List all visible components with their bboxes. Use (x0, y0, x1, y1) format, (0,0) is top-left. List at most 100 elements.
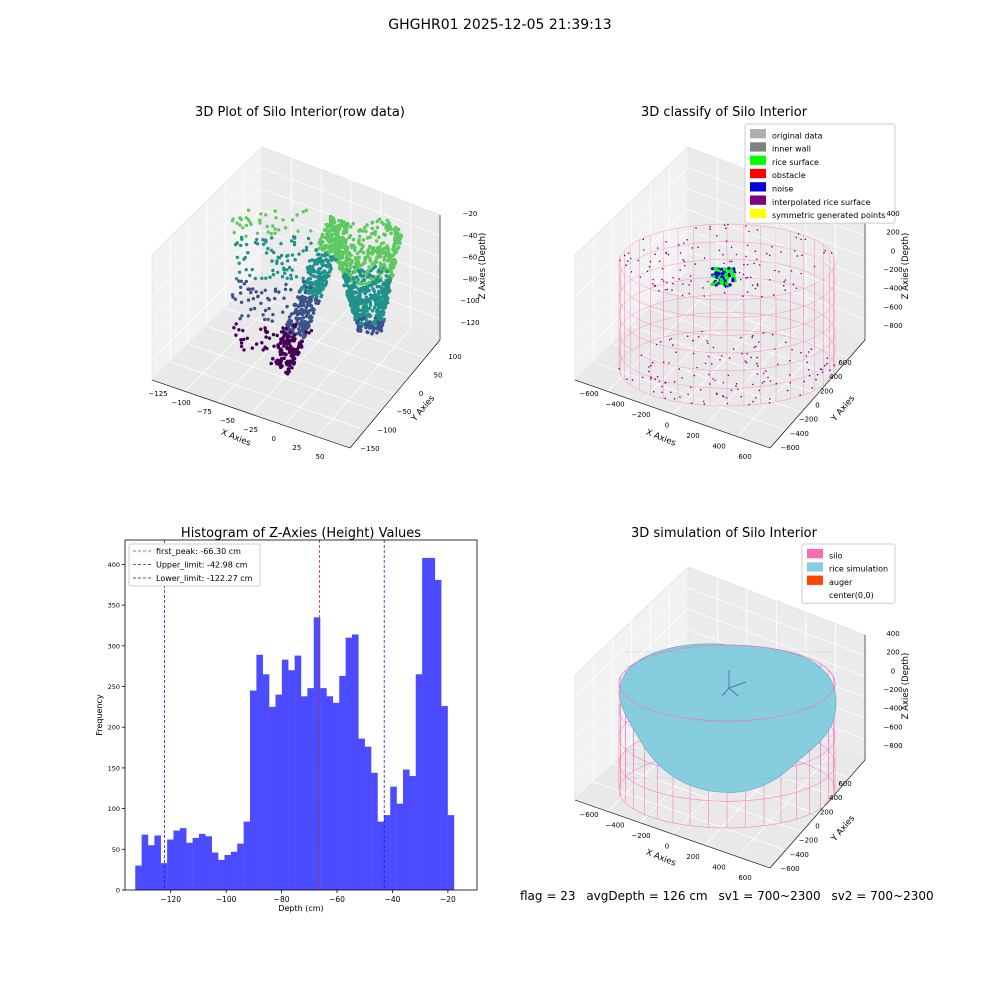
data-point (347, 235, 352, 240)
data-point (626, 378, 628, 381)
data-point (304, 305, 309, 310)
data-point (290, 218, 295, 222)
data-point (373, 232, 377, 237)
data-point (269, 232, 273, 236)
data-point (241, 328, 245, 333)
histogram-bar (256, 654, 263, 890)
data-point (354, 290, 358, 295)
data-point (264, 239, 268, 243)
data-point (349, 243, 354, 247)
data-point (724, 272, 729, 276)
data-point (246, 287, 250, 291)
data-point (266, 246, 270, 251)
data-point (791, 349, 793, 351)
y-axis-line (349, 339, 441, 449)
data-point (673, 380, 676, 383)
data-point (752, 400, 754, 403)
y-tick-label: 200 (820, 387, 833, 395)
data-point (789, 374, 791, 376)
data-point (255, 231, 260, 235)
data-point (356, 302, 361, 307)
data-point (352, 280, 357, 285)
data-point (784, 279, 787, 281)
data-point (656, 247, 659, 249)
data-point (378, 254, 383, 259)
data-point (334, 233, 339, 238)
x-tick-label: 200 (686, 432, 699, 440)
data-point (337, 249, 341, 253)
histogram-bar (243, 821, 251, 890)
data-point (353, 267, 358, 271)
data-point (365, 236, 370, 240)
z-tick-label: −800 (883, 322, 902, 330)
data-point (363, 260, 367, 265)
data-point (341, 229, 346, 234)
data-point (702, 287, 704, 289)
x-tick-label: 600 (738, 874, 751, 882)
data-point (730, 271, 735, 275)
data-point (314, 248, 318, 252)
data-point (691, 247, 694, 249)
data-point (307, 259, 312, 263)
data-point (348, 299, 352, 304)
data-point (344, 283, 349, 288)
data-point (328, 264, 333, 268)
z-tick-label: −100 (460, 297, 479, 305)
data-point (380, 305, 385, 310)
data-point (652, 283, 654, 285)
data-point (285, 276, 289, 280)
data-point (364, 282, 369, 286)
data-point (298, 316, 302, 321)
data-point (689, 275, 692, 277)
data-point (316, 287, 320, 292)
data-point (631, 379, 634, 381)
data-point (310, 258, 315, 262)
data-point (699, 389, 702, 391)
data-point (371, 287, 376, 291)
data-point (258, 221, 262, 225)
data-point (242, 337, 246, 342)
data-point (295, 213, 299, 217)
data-point (327, 274, 331, 278)
histogram-bar (307, 688, 314, 890)
data-point (768, 402, 771, 404)
data-point (328, 229, 333, 233)
legend-swatch (807, 549, 823, 559)
data-point (799, 394, 801, 396)
histogram-bar (371, 772, 378, 890)
data-point (232, 326, 236, 330)
data-point (681, 377, 683, 379)
data-point (263, 326, 267, 330)
data-point (374, 326, 378, 331)
data-point (751, 284, 754, 287)
data-point (389, 267, 393, 272)
data-point (364, 295, 369, 300)
data-point (378, 245, 382, 249)
data-point (658, 260, 661, 263)
data-point (367, 283, 372, 288)
data-point (386, 253, 390, 258)
data-point (758, 389, 761, 392)
data-point (686, 335, 689, 338)
data-point (824, 364, 826, 367)
data-point (807, 351, 810, 353)
data-point (367, 297, 371, 302)
histogram-bar (275, 694, 283, 890)
legend-label: rice surface (772, 158, 819, 167)
data-point (322, 283, 327, 287)
data-point (360, 322, 365, 327)
data-point (679, 396, 681, 398)
data-point (317, 246, 322, 251)
histogram-bar (288, 670, 295, 890)
x-tick-label: −400 (605, 822, 624, 830)
chart-title: Histogram of Z-Axies (Height) Values (181, 526, 421, 541)
data-point (263, 345, 267, 349)
z-tick-label: −400 (883, 285, 902, 293)
gridlines (574, 158, 866, 437)
histogram-bar (230, 851, 238, 890)
data-point (320, 264, 325, 268)
data-point (758, 341, 760, 343)
histogram-bar (441, 706, 448, 890)
data-point (359, 268, 363, 272)
data-point (354, 304, 358, 309)
